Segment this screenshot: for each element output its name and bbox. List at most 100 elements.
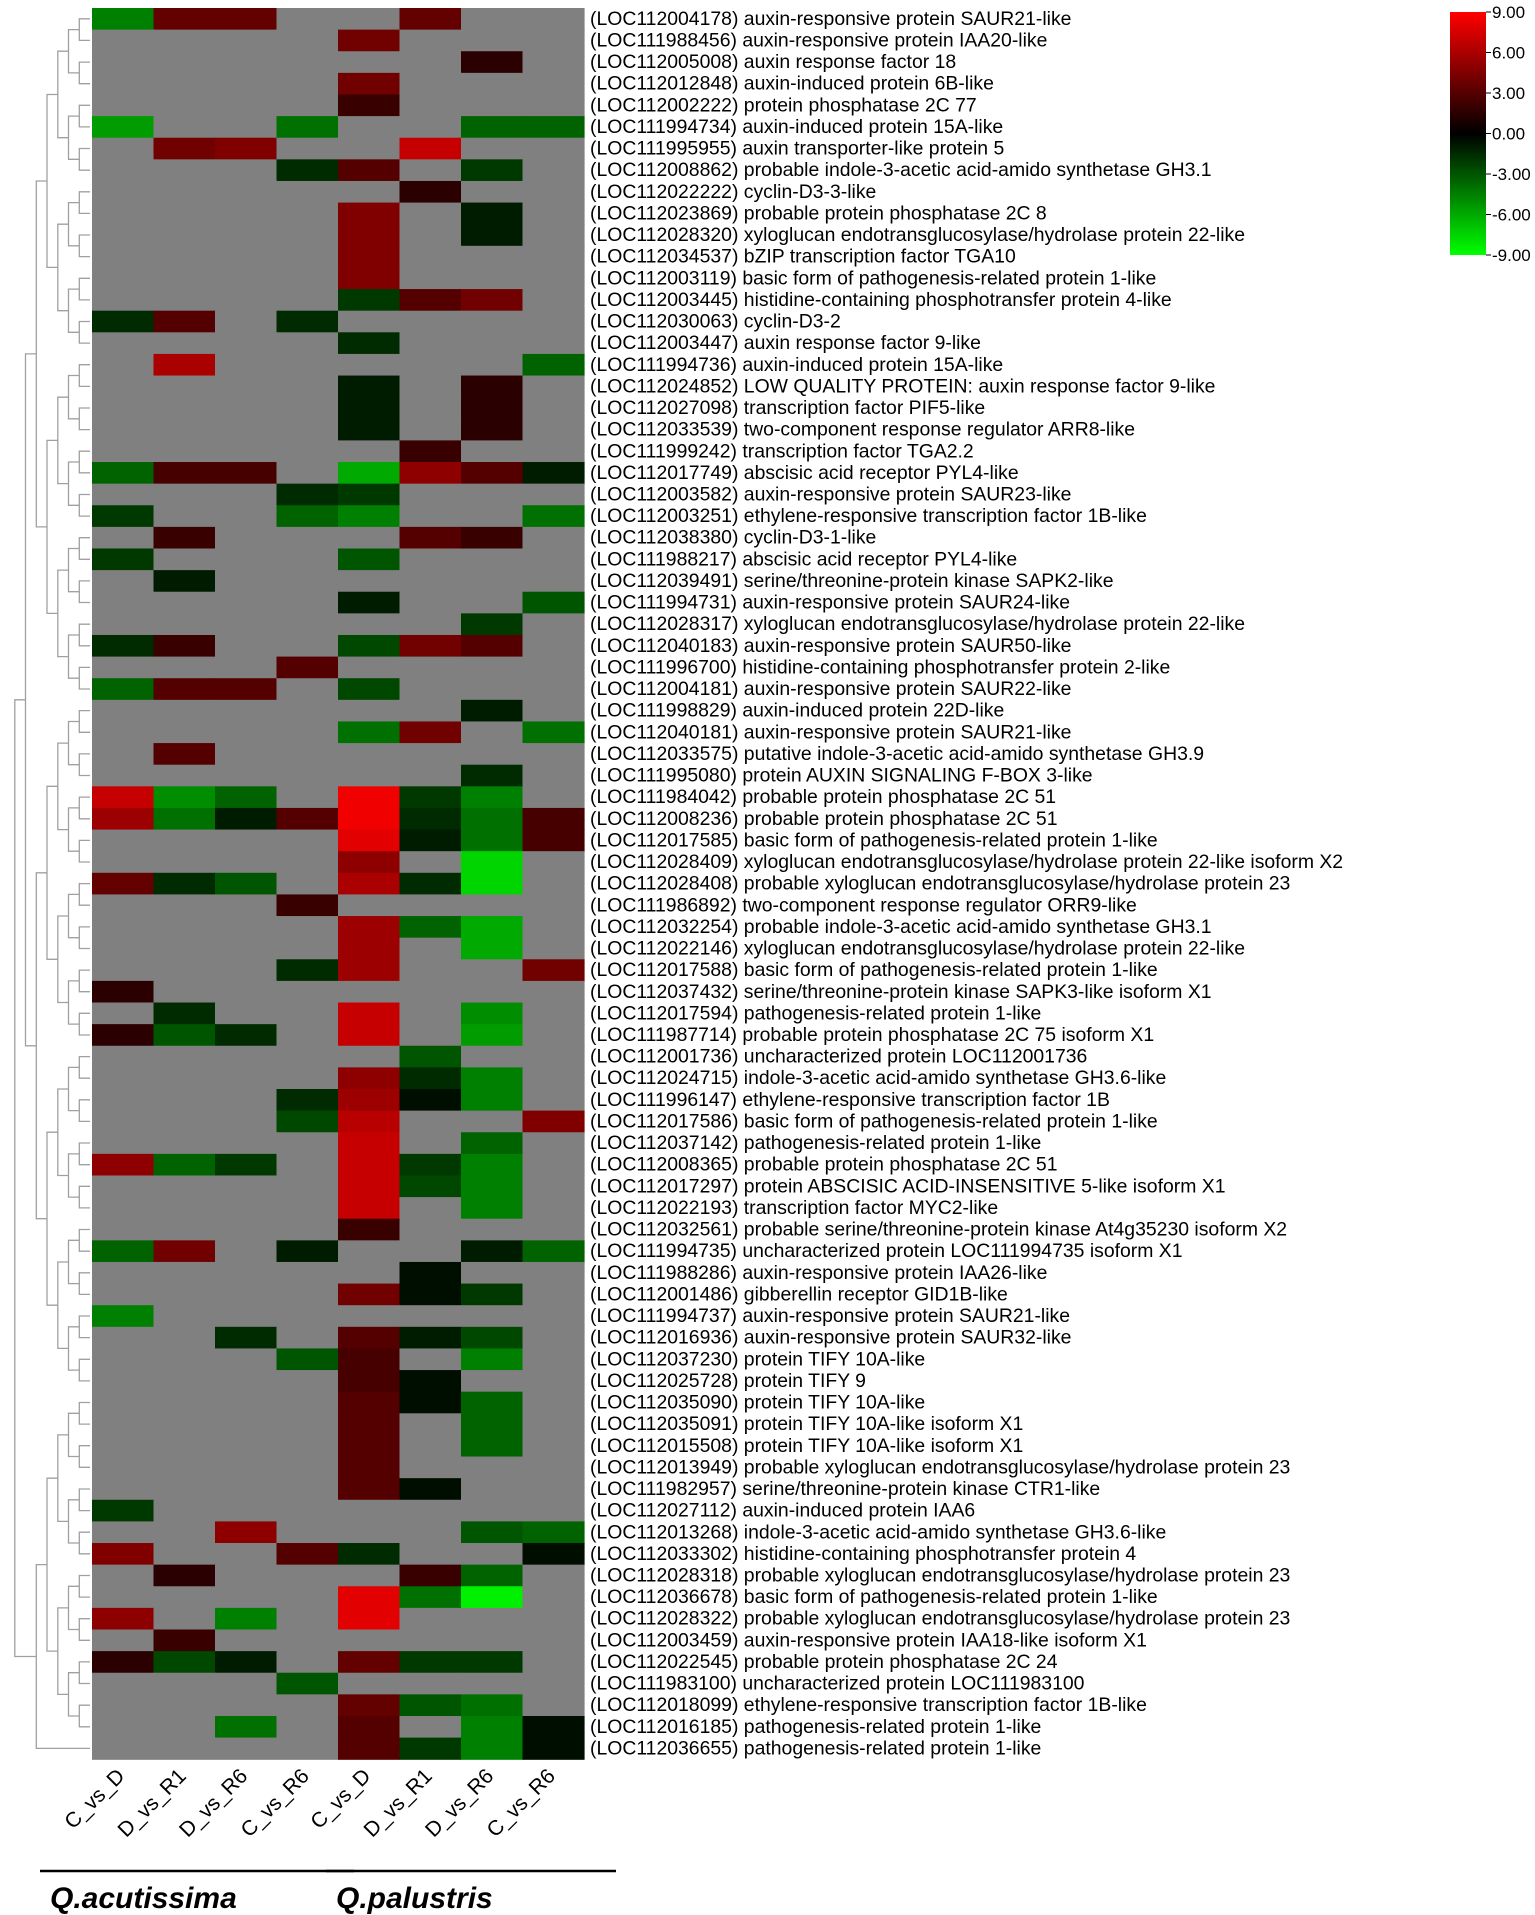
- heatmap-cell: [338, 1067, 401, 1090]
- heatmap-cell: [338, 872, 401, 896]
- heatmap-cell: [338, 1240, 401, 1263]
- heatmap-cell: [461, 440, 524, 463]
- heatmap-cell: [276, 1543, 339, 1566]
- heatmap-cell: [153, 743, 216, 766]
- group-label: Q.acutissima: [50, 1882, 237, 1915]
- row-label: (LOC112022146) xyloglucan endotransgluco…: [590, 938, 1245, 960]
- heatmap-cell: [338, 1629, 401, 1652]
- heatmap-cell: [399, 916, 462, 939]
- heatmap-cell: [276, 1110, 339, 1133]
- heatmap-cell: [215, 267, 278, 290]
- heatmap-cell: [153, 1694, 216, 1717]
- heatmap-cell: [153, 1521, 216, 1544]
- heatmap-cell: [461, 1132, 524, 1155]
- heatmap-cell: [215, 353, 278, 377]
- heatmap-cell: [461, 72, 524, 96]
- heatmap-cell: [276, 1434, 339, 1458]
- heatmap-cell: [522, 1305, 585, 1328]
- heatmap-cell: [461, 267, 524, 290]
- heatmap-cell: [461, 1283, 524, 1306]
- row-label: (LOC112027098) transcription factor PIF5…: [590, 397, 985, 419]
- heatmap-cell: [92, 224, 155, 247]
- heatmap-cell: [215, 245, 278, 269]
- heatmap-cell: [522, 1521, 585, 1544]
- heatmap-cell: [153, 678, 216, 701]
- heatmap-cell: [92, 505, 155, 528]
- heatmap-cell: [399, 1478, 462, 1501]
- row-label: (LOC112005008) auxin response factor 18: [590, 51, 956, 73]
- row-label: (LOC112037432) serine/threonine-protein …: [590, 981, 1212, 1003]
- heatmap-cell: [153, 289, 216, 312]
- heatmap-cell: [215, 1089, 278, 1112]
- heatmap-cell: [338, 180, 401, 204]
- heatmap-cell: [399, 1629, 462, 1652]
- heatmap-cell: [153, 1240, 216, 1263]
- heatmap-cell: [215, 1283, 278, 1306]
- row-label: (LOC111988217) abscisic acid receptor PY…: [590, 548, 1017, 570]
- heatmap-cell: [215, 1045, 278, 1068]
- heatmap-cell: [522, 1434, 585, 1458]
- heatmap-cell: [92, 1607, 155, 1631]
- heatmap-cell: [461, 180, 524, 204]
- heatmap-cell: [92, 1694, 155, 1717]
- heatmap-cell: [338, 937, 401, 960]
- heatmap-cell: [92, 937, 155, 960]
- heatmap-cell: [92, 851, 155, 874]
- heatmap-cell: [153, 1261, 216, 1285]
- heatmap-cell: [522, 786, 585, 809]
- heatmap-cell: [92, 1002, 155, 1025]
- heatmap-cell: [215, 829, 278, 852]
- heatmap-cell: [461, 959, 524, 982]
- heatmap-cell: [399, 1089, 462, 1112]
- row-label: (LOC112017588) basic form of pathogenesi…: [590, 959, 1158, 981]
- legend-tick-label: 9.00: [1492, 3, 1525, 22]
- heatmap-cell: [92, 959, 155, 982]
- heatmap-cell: [338, 224, 401, 247]
- heatmap-cell: [276, 94, 339, 117]
- heatmap-cell: [153, 980, 216, 1004]
- heatmap-cell: [338, 1586, 401, 1609]
- heatmap-cell: [461, 591, 524, 614]
- heatmap-cell: [215, 310, 278, 333]
- heatmap-cell: [522, 375, 585, 398]
- legend-tick-label: 6.00: [1492, 44, 1525, 63]
- row-label: (LOC112002222) protein phosphatase 2C 77: [590, 94, 977, 116]
- heatmap-cell: [92, 1456, 155, 1479]
- heatmap-cell: [153, 1413, 216, 1436]
- heatmap-cell: [522, 743, 585, 766]
- heatmap-cell: [338, 1045, 401, 1068]
- legend-colorbar: [1450, 12, 1486, 255]
- heatmap-cell: [276, 1348, 339, 1371]
- row-label: (LOC112030063) cyclin-D3-2: [590, 311, 841, 333]
- heatmap-cell: [215, 202, 278, 225]
- heatmap-cell: [399, 1240, 462, 1263]
- heatmap-cell: [92, 1326, 155, 1350]
- heatmap-cell: [92, 1499, 155, 1522]
- row-label: (LOC111982957) serine/threonine-protein …: [590, 1478, 1100, 1500]
- row-label: (LOC112013949) probable xyloglucan endot…: [590, 1456, 1290, 1478]
- heatmap-cell: [338, 245, 401, 269]
- heatmap-cell: [522, 937, 585, 960]
- heatmap-cell: [276, 526, 339, 550]
- heatmap-cell: [522, 829, 585, 852]
- row-label: (LOC112037230) protein TIFY 10A-like: [590, 1348, 925, 1370]
- heatmap-cell: [399, 872, 462, 896]
- heatmap-cell: [215, 94, 278, 117]
- heatmap-cell: [399, 8, 462, 31]
- row-label: (LOC112032561) probable serine/threonine…: [590, 1219, 1287, 1241]
- heatmap-cell: [153, 807, 216, 831]
- heatmap-cell: [461, 634, 524, 658]
- row-label: (LOC112038380) cyclin-D3-1-like: [590, 527, 876, 549]
- heatmap-cell: [153, 526, 216, 550]
- heatmap-cell: [276, 375, 339, 398]
- heatmap-cell: [399, 418, 462, 441]
- heatmap-cell: [153, 1499, 216, 1522]
- heatmap-cell: [461, 786, 524, 809]
- heatmap-cell: [461, 483, 524, 506]
- heatmap-cell: [215, 51, 278, 74]
- heatmap-cell: [461, 1175, 524, 1198]
- heatmap-cell: [153, 1067, 216, 1090]
- heatmap-cell: [399, 1521, 462, 1544]
- heatmap-cell: [276, 1607, 339, 1631]
- heatmap-cell: [92, 1132, 155, 1155]
